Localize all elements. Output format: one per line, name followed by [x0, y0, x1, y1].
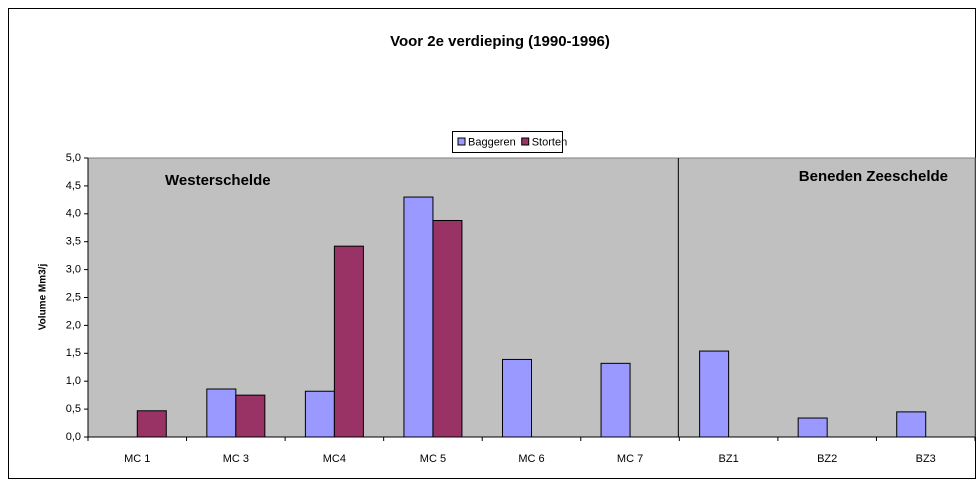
bar	[896, 411, 927, 438]
x-tick-label: BZ3	[916, 453, 936, 465]
bar	[333, 245, 364, 438]
x-tick-label: BZ2	[817, 453, 837, 465]
bar	[235, 394, 266, 438]
legend-label: Baggeren	[468, 136, 516, 148]
x-tick-label: MC4	[323, 453, 346, 465]
y-tick-label: 3,0	[66, 264, 81, 276]
x-tick-label: MC 6	[518, 453, 544, 465]
y-tick-label: 2,0	[66, 319, 81, 331]
bar	[206, 388, 237, 438]
bar	[699, 350, 730, 438]
x-tick-label: MC 3	[223, 453, 249, 465]
x-tick-label: MC 7	[617, 453, 643, 465]
y-tick-label: 1,0	[66, 375, 81, 387]
y-tick-label: 3,5	[66, 236, 81, 248]
legend-swatch	[457, 137, 466, 146]
bar	[600, 362, 631, 438]
x-tick-label: MC 1	[124, 453, 150, 465]
legend-box	[452, 131, 563, 153]
annotation: Westerschelde	[165, 172, 271, 189]
chart-title: Voor 2e verdieping (1990-1996)	[390, 33, 610, 50]
x-tick-label: MC 5	[420, 453, 446, 465]
y-tick-label: 0,5	[66, 403, 81, 415]
legend-label: Storten	[532, 136, 567, 148]
legend-swatch	[521, 137, 530, 146]
y-tick-label: 5,0	[66, 152, 81, 164]
x-tick-label: BZ1	[719, 453, 739, 465]
bar	[432, 219, 463, 438]
annotation: Beneden Zeeschelde	[799, 168, 948, 185]
bar	[136, 410, 167, 438]
bar	[502, 358, 532, 438]
y-tick-label: 4,5	[66, 180, 81, 192]
y-tick-label: 0,0	[66, 431, 81, 443]
y-tick-label: 1,5	[66, 347, 81, 359]
y-axis-label: Volume Mm3/j	[38, 264, 49, 331]
y-tick-label: 4,0	[66, 208, 81, 220]
bar	[403, 196, 434, 438]
bar	[797, 417, 828, 438]
y-tick-label: 2,5	[66, 291, 81, 303]
bar	[304, 390, 335, 438]
